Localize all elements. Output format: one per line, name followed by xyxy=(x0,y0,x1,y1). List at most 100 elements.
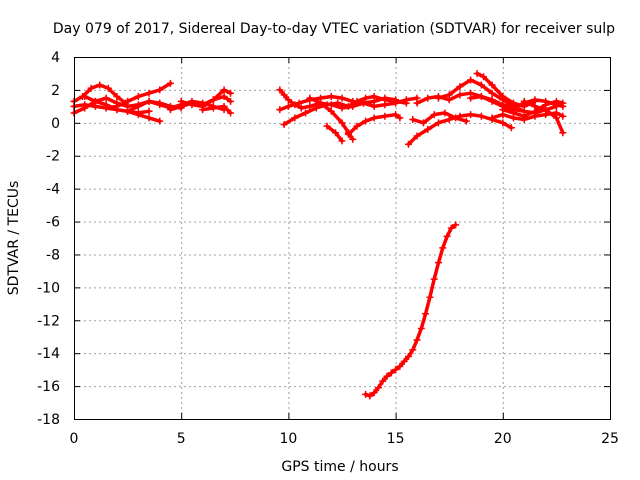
series-arc-21 xyxy=(434,76,528,115)
data-point xyxy=(306,102,314,110)
data-point xyxy=(227,97,235,105)
x-tick-label: 5 xyxy=(177,431,186,447)
data-point xyxy=(280,91,288,99)
data-point xyxy=(467,76,475,84)
data-point xyxy=(499,106,507,114)
data-markers xyxy=(70,69,567,400)
data-point xyxy=(488,114,496,122)
data-point xyxy=(338,119,346,127)
chart-title: Day 079 of 2017, Sidereal Day-to-day VTE… xyxy=(53,21,615,37)
data-point xyxy=(381,96,389,104)
data-point xyxy=(488,96,496,104)
data-point xyxy=(445,116,453,124)
data-point xyxy=(480,73,488,81)
data-point xyxy=(220,92,228,100)
data-point xyxy=(426,293,434,301)
data-point xyxy=(417,325,425,332)
data-point xyxy=(323,122,331,130)
plot-frame xyxy=(74,57,611,420)
data-point xyxy=(419,119,427,127)
data-point xyxy=(334,99,342,107)
data-point xyxy=(104,84,112,92)
data-point xyxy=(102,104,110,112)
y-tick-label: -18 xyxy=(37,412,60,428)
data-point xyxy=(145,107,153,115)
data-point xyxy=(362,117,370,125)
y-axis-label: SDTVAR / TECUs xyxy=(6,181,22,296)
data-point xyxy=(488,81,496,89)
series-arc-17 xyxy=(409,109,470,127)
data-point xyxy=(443,232,451,240)
data-point xyxy=(392,97,400,105)
data-point xyxy=(409,116,417,124)
data-point xyxy=(441,109,449,117)
data-point xyxy=(381,112,389,120)
data-point xyxy=(306,94,314,102)
series-arc-25 xyxy=(362,221,460,400)
data-point xyxy=(317,99,325,107)
x-tick-label: 20 xyxy=(494,431,512,447)
data-point xyxy=(402,99,410,107)
data-point xyxy=(113,92,121,100)
data-point xyxy=(430,111,438,119)
data-point xyxy=(327,92,335,100)
data-point xyxy=(81,101,89,109)
data-point xyxy=(134,92,142,100)
data-point xyxy=(91,97,99,105)
data-point xyxy=(209,104,217,112)
data-point xyxy=(559,129,567,137)
data-point xyxy=(166,79,174,87)
series-arc-9 xyxy=(199,102,235,117)
x-axis-label: GPS time / hours xyxy=(281,459,398,475)
data-point xyxy=(507,124,515,132)
data-point xyxy=(349,135,357,143)
data-point xyxy=(344,130,352,138)
data-point xyxy=(510,102,518,110)
data-point xyxy=(353,122,361,130)
data-point xyxy=(134,102,142,110)
y-tick-label: -2 xyxy=(46,149,60,165)
data-point xyxy=(445,91,453,99)
data-point xyxy=(383,372,391,380)
data-point xyxy=(366,392,374,400)
data-point xyxy=(276,86,284,94)
data-point xyxy=(145,114,153,122)
data-point xyxy=(477,92,485,100)
y-tick-label: -8 xyxy=(46,247,60,263)
data-point xyxy=(488,89,496,97)
data-point xyxy=(362,94,370,102)
y-tick-label: -10 xyxy=(37,280,60,296)
x-tick-label: 15 xyxy=(387,431,405,447)
data-point xyxy=(552,114,560,122)
data-point xyxy=(156,117,164,125)
data-point xyxy=(284,96,292,104)
x-tick-label: 25 xyxy=(601,431,619,447)
data-point xyxy=(452,114,460,122)
data-point xyxy=(280,120,288,128)
data-point xyxy=(145,97,153,105)
data-point xyxy=(387,369,395,377)
data-point xyxy=(404,352,412,360)
data-point xyxy=(456,83,464,91)
y-tick-label: -6 xyxy=(46,215,60,231)
data-point xyxy=(404,140,412,148)
data-point xyxy=(370,114,378,122)
data-point xyxy=(434,259,442,267)
data-point xyxy=(452,221,460,229)
data-point xyxy=(124,107,132,115)
series-arc-15 xyxy=(344,111,404,138)
data-point xyxy=(291,101,299,109)
data-point xyxy=(374,384,382,392)
data-point xyxy=(220,86,228,94)
data-point xyxy=(327,107,335,115)
series-arc-23 xyxy=(499,97,567,120)
data-point xyxy=(477,81,485,89)
data-point xyxy=(439,244,447,252)
data-point xyxy=(134,111,142,119)
series-trace xyxy=(200,104,233,115)
data-point xyxy=(156,101,164,109)
data-point xyxy=(396,114,404,122)
y-tick-label: -12 xyxy=(37,313,60,329)
